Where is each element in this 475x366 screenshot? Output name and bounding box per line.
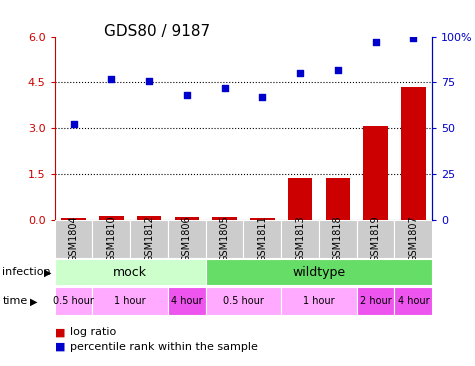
Text: GSM1819: GSM1819 (370, 216, 380, 262)
Bar (174, 217, 199, 220)
Bar (243, 220, 281, 258)
Bar (168, 287, 206, 315)
Bar (55, 220, 92, 258)
Bar (325, 178, 350, 220)
Bar (206, 287, 281, 315)
Bar (250, 218, 275, 220)
Text: ▶: ▶ (30, 296, 38, 307)
Point (145, 78, 153, 83)
Bar (206, 259, 432, 285)
Bar (401, 87, 426, 220)
Point (409, 36, 417, 41)
Text: GSM1811: GSM1811 (257, 216, 267, 262)
Text: 0.5 hour: 0.5 hour (223, 296, 264, 306)
Bar (55, 259, 206, 285)
Text: percentile rank within the sample: percentile rank within the sample (70, 342, 258, 352)
Bar (394, 287, 432, 315)
Text: 1 hour: 1 hour (303, 296, 335, 306)
Text: GSM1810: GSM1810 (106, 216, 116, 262)
Bar (281, 220, 319, 258)
Bar (92, 287, 168, 315)
Bar (99, 216, 124, 220)
Text: GSM1818: GSM1818 (333, 216, 343, 262)
Point (70, 122, 77, 127)
Bar (92, 220, 130, 258)
Point (372, 39, 380, 45)
Text: time: time (2, 296, 28, 306)
Bar (363, 126, 388, 220)
Bar (55, 287, 92, 315)
Point (296, 70, 304, 76)
Bar (288, 178, 313, 220)
Text: GDS80 / 9187: GDS80 / 9187 (104, 24, 210, 39)
Text: ■: ■ (55, 342, 65, 352)
Point (334, 67, 342, 72)
Text: 0.5 hour: 0.5 hour (53, 296, 94, 306)
Text: 4 hour: 4 hour (171, 296, 203, 306)
Bar (168, 220, 206, 258)
Text: log ratio: log ratio (70, 327, 116, 337)
Bar (319, 220, 357, 258)
Text: GSM1804: GSM1804 (68, 216, 78, 262)
Text: 2 hour: 2 hour (360, 296, 391, 306)
Text: GSM1813: GSM1813 (295, 216, 305, 262)
Bar (61, 218, 86, 220)
Text: ■: ■ (55, 327, 65, 337)
Point (221, 85, 228, 91)
Text: ▶: ▶ (44, 268, 52, 278)
Text: wildtype: wildtype (293, 266, 345, 279)
Text: GSM1807: GSM1807 (408, 216, 418, 262)
Text: GSM1812: GSM1812 (144, 216, 154, 262)
Text: 1 hour: 1 hour (114, 296, 146, 306)
Bar (281, 287, 357, 315)
Bar (206, 220, 243, 258)
Bar (130, 220, 168, 258)
Point (258, 94, 266, 100)
Text: mock: mock (113, 266, 147, 279)
Point (183, 92, 190, 98)
Bar (357, 220, 394, 258)
Bar (137, 216, 162, 220)
Bar (212, 217, 237, 220)
Point (107, 76, 115, 82)
Text: GSM1805: GSM1805 (219, 216, 229, 262)
Text: 4 hour: 4 hour (398, 296, 429, 306)
Text: GSM1806: GSM1806 (182, 216, 192, 262)
Bar (357, 287, 394, 315)
Text: infection: infection (2, 267, 51, 277)
Bar (395, 220, 432, 258)
